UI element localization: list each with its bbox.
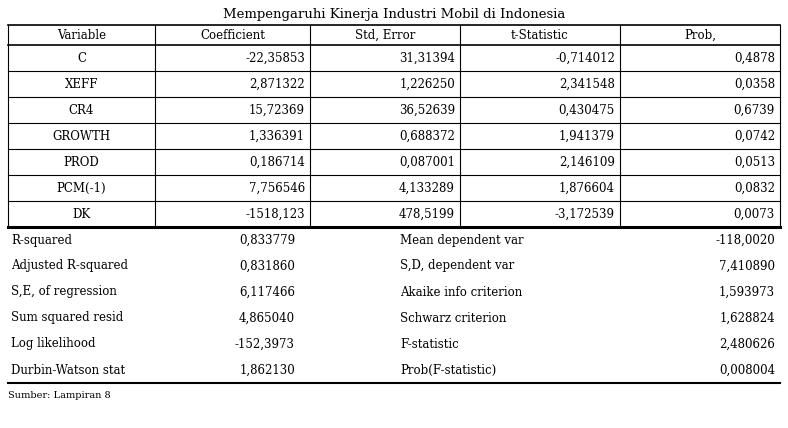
Text: 0,833779: 0,833779 <box>239 234 295 247</box>
Text: 0,087001: 0,087001 <box>399 155 455 169</box>
Text: 0,430475: 0,430475 <box>559 104 615 116</box>
Text: S,E, of regression: S,E, of regression <box>11 285 117 298</box>
Text: 0,0073: 0,0073 <box>734 208 775 220</box>
Text: Schwarz criterion: Schwarz criterion <box>400 312 507 324</box>
Text: 0,688372: 0,688372 <box>400 130 455 143</box>
Text: F-statistic: F-statistic <box>400 338 459 351</box>
Text: Durbin-Watson stat: Durbin-Watson stat <box>11 363 125 377</box>
Text: 0,0832: 0,0832 <box>734 181 775 194</box>
Text: Variable: Variable <box>57 29 106 42</box>
Text: PCM(-1): PCM(-1) <box>57 181 106 194</box>
Text: PROD: PROD <box>64 155 99 169</box>
Text: 0,186714: 0,186714 <box>249 155 305 169</box>
Text: -0,714012: -0,714012 <box>555 51 615 65</box>
Text: 1,862130: 1,862130 <box>240 363 295 377</box>
Text: XEFF: XEFF <box>65 77 98 90</box>
Text: 0,0513: 0,0513 <box>734 155 775 169</box>
Text: -118,0020: -118,0020 <box>716 234 775 247</box>
Text: 2,871322: 2,871322 <box>249 77 305 90</box>
Text: 1,226250: 1,226250 <box>400 77 455 90</box>
Text: 6,117466: 6,117466 <box>239 285 295 298</box>
Text: -22,35853: -22,35853 <box>245 51 305 65</box>
Text: Coefficient: Coefficient <box>200 29 265 42</box>
Text: Mean dependent var: Mean dependent var <box>400 234 523 247</box>
Text: 2,341548: 2,341548 <box>559 77 615 90</box>
Text: 7,410890: 7,410890 <box>719 259 775 273</box>
Text: 0,008004: 0,008004 <box>719 363 775 377</box>
Text: -152,3973: -152,3973 <box>235 338 295 351</box>
Text: 478,5199: 478,5199 <box>399 208 455 220</box>
Text: Adjusted R-squared: Adjusted R-squared <box>11 259 128 273</box>
Text: Akaike info criterion: Akaike info criterion <box>400 285 522 298</box>
Text: Prob(F-statistic): Prob(F-statistic) <box>400 363 496 377</box>
Text: CR4: CR4 <box>69 104 95 116</box>
Text: 4,865040: 4,865040 <box>239 312 295 324</box>
Text: Log likelihood: Log likelihood <box>11 338 95 351</box>
Text: t-Statistic: t-Statistic <box>511 29 569 42</box>
Text: C: C <box>77 51 86 65</box>
Text: Sum squared resid: Sum squared resid <box>11 312 123 324</box>
Text: 0,4878: 0,4878 <box>734 51 775 65</box>
Text: GROWTH: GROWTH <box>53 130 110 143</box>
Text: 2,146109: 2,146109 <box>559 155 615 169</box>
Text: 1,593973: 1,593973 <box>719 285 775 298</box>
Text: 2,480626: 2,480626 <box>719 338 775 351</box>
Text: 1,628824: 1,628824 <box>719 312 775 324</box>
Text: 1,336391: 1,336391 <box>249 130 305 143</box>
Text: 36,52639: 36,52639 <box>399 104 455 116</box>
Text: 0,6739: 0,6739 <box>734 104 775 116</box>
Text: Prob,: Prob, <box>684 29 716 42</box>
Text: 0,831860: 0,831860 <box>239 259 295 273</box>
Text: Mempengaruhi Kinerja Industri Mobil di Indonesia: Mempengaruhi Kinerja Industri Mobil di I… <box>223 8 565 21</box>
Text: DK: DK <box>72 208 91 220</box>
Text: 0,0742: 0,0742 <box>734 130 775 143</box>
Text: Std, Error: Std, Error <box>355 29 415 42</box>
Text: 4,133289: 4,133289 <box>400 181 455 194</box>
Text: 1,941379: 1,941379 <box>559 130 615 143</box>
Text: -3,172539: -3,172539 <box>555 208 615 220</box>
Text: 31,31394: 31,31394 <box>399 51 455 65</box>
Text: 0,0358: 0,0358 <box>734 77 775 90</box>
Text: 1,876604: 1,876604 <box>559 181 615 194</box>
Text: Sumber: Lampiran 8: Sumber: Lampiran 8 <box>8 390 110 399</box>
Text: 7,756546: 7,756546 <box>249 181 305 194</box>
Text: R-squared: R-squared <box>11 234 72 247</box>
Text: S,D, dependent var: S,D, dependent var <box>400 259 515 273</box>
Text: -1518,123: -1518,123 <box>245 208 305 220</box>
Text: 15,72369: 15,72369 <box>249 104 305 116</box>
